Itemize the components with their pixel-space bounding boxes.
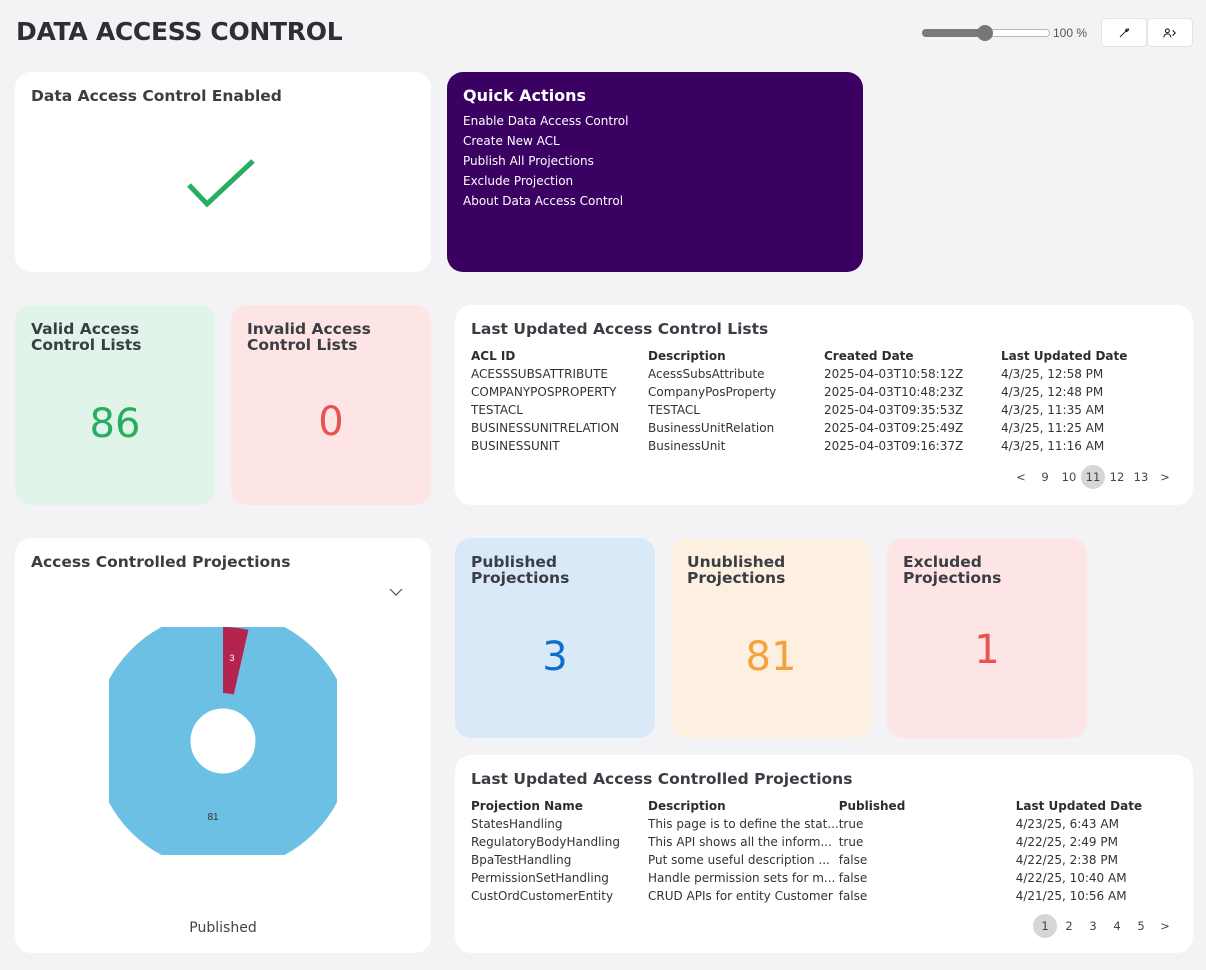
acl-table: ACL ID Description Created Date Last Upd…: [471, 347, 1161, 455]
published-projections-card[interactable]: Published Projections 3: [455, 538, 655, 738]
pager-page[interactable]: 12: [1109, 470, 1125, 484]
table-row[interactable]: RegulatoryBodyHandling This API shows all…: [471, 835, 1118, 849]
unpublished-projections-count: 81: [745, 634, 797, 680]
pager-page[interactable]: 5: [1137, 919, 1145, 933]
quick-actions-list: Enable Data Access Control Create New AC…: [463, 114, 628, 214]
quick-action-about[interactable]: About Data Access Control: [463, 194, 624, 208]
zoom-slider[interactable]: [922, 25, 1050, 41]
pager-page[interactable]: 2: [1065, 919, 1073, 933]
valid-acl-count: 86: [89, 401, 141, 447]
check-icon: [187, 159, 255, 208]
pager-prev[interactable]: <: [1016, 470, 1026, 484]
projections-chart-card: Access Controlled Projections 3 81 Publi…: [15, 538, 431, 953]
projections-chart-title: Access Controlled Projections: [31, 553, 291, 571]
pager-page-active[interactable]: 11: [1081, 465, 1105, 489]
unpublished-projections-title: Unublished Projections: [687, 553, 786, 587]
column-header-acl-id[interactable]: ACL ID: [471, 349, 516, 363]
switch-user-button[interactable]: [1147, 18, 1193, 47]
table-row[interactable]: TESTACL TESTACL 2025-04-03T09:35:53Z 4/3/25…: [471, 403, 1105, 417]
column-header-last-updated[interactable]: Last Updated Date: [1015, 799, 1143, 813]
acl-pagination: < 9 10 11 12 13 >: [1009, 465, 1177, 489]
projections-table-title: Last Updated Access Controlled Projectio…: [471, 770, 853, 788]
table-row[interactable]: ACESSSUBSATTRIBUTE AcessSubsAttribute 2025…: [471, 367, 1104, 381]
column-header-description[interactable]: Description: [648, 799, 726, 813]
chevron-down-icon[interactable]: [389, 588, 403, 597]
unpublished-projections-card[interactable]: Unublished Projections 81: [671, 538, 871, 738]
chart-legend[interactable]: Published: [189, 920, 257, 936]
donut-chart: 3 81: [109, 627, 337, 855]
slice-label-true: 3: [229, 653, 234, 663]
column-header-projection-name[interactable]: Projection Name: [471, 799, 583, 813]
status-card: Data Access Control Enabled: [15, 72, 431, 272]
pager-next[interactable]: >: [1160, 470, 1170, 484]
valid-acl-card[interactable]: Valid Access Control Lists 86: [15, 305, 215, 505]
settings-button[interactable]: [1101, 18, 1147, 47]
status-card-title: Data Access Control Enabled: [31, 87, 282, 105]
zoom-level: 100 %: [1053, 26, 1088, 40]
invalid-acl-count: 0: [318, 399, 344, 445]
pager-page-active[interactable]: 1: [1033, 914, 1057, 938]
quick-action-publish-all[interactable]: Publish All Projections: [463, 154, 594, 168]
excluded-projections-title: Excluded Projections: [903, 553, 1002, 587]
pager-page[interactable]: 13: [1133, 470, 1149, 484]
pager-page[interactable]: 9: [1041, 470, 1049, 484]
slice-label-false: 81: [207, 812, 219, 823]
zoom-slider-thumb[interactable]: [977, 25, 993, 41]
excluded-projections-card[interactable]: Excluded Projections 1: [887, 538, 1087, 738]
quick-action-create-acl[interactable]: Create New ACL: [463, 134, 560, 148]
invalid-acl-title: Invalid Access Control Lists: [247, 320, 371, 354]
projections-table: Projection Name Description Published La…: [471, 797, 1176, 905]
pager-page[interactable]: 4: [1113, 919, 1121, 933]
user-switch-icon: [1163, 27, 1176, 37]
column-header-last-updated[interactable]: Last Updated Date: [1001, 349, 1128, 363]
projections-table-card: Last Updated Access Controlled Projectio…: [455, 755, 1193, 953]
quick-action-exclude-projection[interactable]: Exclude Projection: [463, 174, 574, 188]
table-row[interactable]: BUSINESSUNITRELATION BusinessUnitRelation…: [471, 421, 1105, 435]
pager-page[interactable]: 3: [1089, 919, 1097, 933]
table-row[interactable]: BUSINESSUNIT BusinessUnit 2025-04-03T09:16…: [471, 439, 1105, 453]
table-row[interactable]: PermissionSetHandling Handle permission s…: [471, 871, 1127, 885]
excluded-projections-count: 1: [974, 627, 1000, 673]
quick-action-enable-dac[interactable]: Enable Data Access Control: [463, 114, 629, 128]
pager-next[interactable]: >: [1160, 919, 1170, 933]
invalid-acl-card[interactable]: Invalid Access Control Lists 0: [231, 305, 431, 505]
wrench-icon: [1119, 27, 1130, 37]
slice-true[interactable]: [223, 627, 249, 695]
column-header-created-date[interactable]: Created Date: [824, 349, 914, 363]
table-row[interactable]: BpaTestHandling Put some useful descripti…: [471, 853, 1118, 867]
published-projections-title: Published Projections: [471, 553, 570, 587]
published-projections-count: 3: [542, 634, 568, 680]
acl-table-card: Last Updated Access Control Lists ACL ID…: [455, 305, 1193, 505]
column-header-published[interactable]: Published: [838, 799, 906, 813]
page-title: DATA ACCESS CONTROL: [16, 17, 343, 46]
pager-page[interactable]: 10: [1061, 470, 1077, 484]
table-row[interactable]: CustOrdCustomerEntity CRUD APIs for entit…: [471, 889, 1127, 903]
column-header-description[interactable]: Description: [648, 349, 726, 363]
table-row[interactable]: StatesHandling This page is to define the…: [471, 817, 1119, 831]
projections-pagination: 1 2 3 4 5 >: [1033, 914, 1177, 938]
zoom-control: 100 %: [922, 18, 1087, 48]
table-row[interactable]: COMPANYPOSPROPERTY CompanyPosProperty 2025…: [471, 385, 1104, 399]
quick-actions-card: Quick Actions Enable Data Access Control…: [447, 72, 863, 272]
acl-table-title: Last Updated Access Control Lists: [471, 320, 769, 338]
quick-actions-title: Quick Actions: [463, 86, 587, 105]
valid-acl-title: Valid Access Control Lists: [31, 320, 142, 354]
